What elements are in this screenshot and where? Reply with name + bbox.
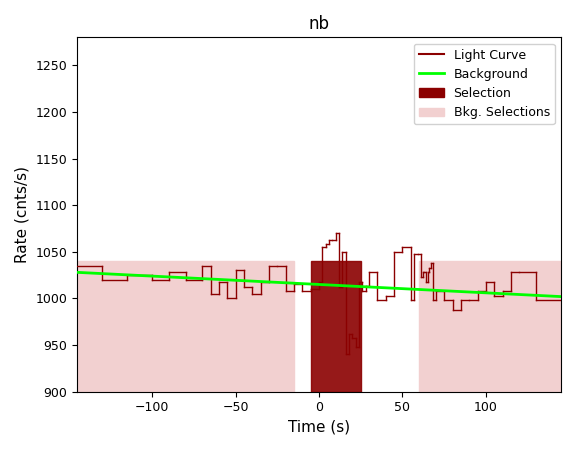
Legend: Light Curve, Background, Selection, Bkg. Selections: Light Curve, Background, Selection, Bkg.… <box>414 44 555 124</box>
Y-axis label: Rate (cnts/s): Rate (cnts/s) <box>15 166 30 263</box>
Bar <box>310 261 361 392</box>
Bar <box>77 261 294 392</box>
X-axis label: Time (s): Time (s) <box>288 420 350 435</box>
Title: nb: nb <box>309 15 329 33</box>
Bar <box>419 261 561 392</box>
